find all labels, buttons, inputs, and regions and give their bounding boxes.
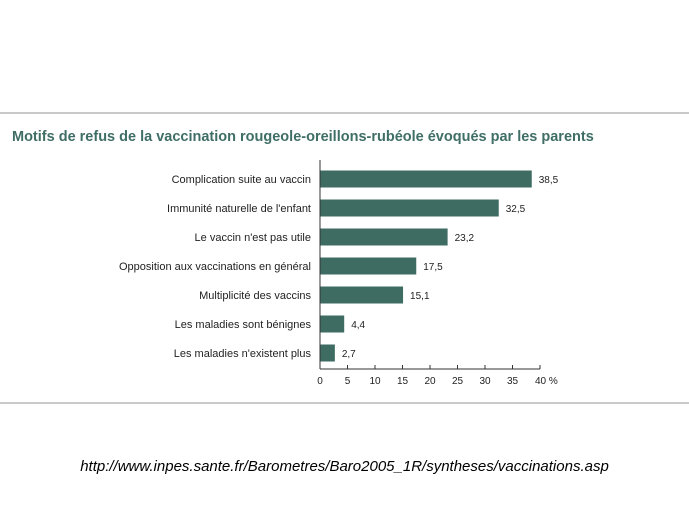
x-axis: 0 5 10 15 20 25 30 35 40 % <box>317 160 558 387</box>
category-label: Multiplicité des vaccins <box>199 290 311 302</box>
value-label: 2,7 <box>342 349 356 360</box>
x-tick-label: 15 <box>397 376 409 387</box>
figure-panel: Motifs de refus de la vaccination rougeo… <box>0 112 689 404</box>
x-tick-label: 20 <box>424 376 436 387</box>
value-label: 32,5 <box>506 204 526 215</box>
category-label: Opposition aux vaccinations en général <box>119 261 311 273</box>
x-tick-label: 35 <box>507 376 519 387</box>
x-tick-label: 40 % <box>535 376 558 387</box>
bar <box>320 344 335 362</box>
category-label: Complication suite au vaccin <box>172 174 311 186</box>
category-label: Le vaccin n'est pas utile <box>195 232 311 244</box>
x-tick-label: 30 <box>479 376 491 387</box>
bars-layer: Complication suite au vaccin 38,5 Immunité… <box>119 170 559 362</box>
value-label: 4,4 <box>351 320 365 331</box>
source-url: http://www.inpes.sante.fr/Barometres/Bar… <box>80 458 609 475</box>
category-label: Les maladies sont bénignes <box>175 319 312 331</box>
bar-chart: Motifs de refus de la vaccination rougeo… <box>12 129 594 387</box>
value-label: 38,5 <box>539 175 559 186</box>
bar <box>320 228 448 246</box>
bar <box>320 257 417 275</box>
bar <box>320 315 345 333</box>
value-label: 15,1 <box>410 291 430 302</box>
value-label: 23,2 <box>455 233 475 244</box>
bar <box>320 170 532 188</box>
x-tick-label: 25 <box>452 376 464 387</box>
bar <box>320 199 499 217</box>
x-tick-label: 10 <box>369 376 381 387</box>
x-tick-label: 0 <box>317 376 323 387</box>
category-label: Les maladies n'existent plus <box>174 348 312 360</box>
bar <box>320 286 404 304</box>
x-tick-label: 5 <box>345 376 351 387</box>
chart-title: Motifs de refus de la vaccination rougeo… <box>12 129 594 145</box>
value-label: 17,5 <box>423 262 443 273</box>
category-label: Immunité naturelle de l'enfant <box>167 203 311 215</box>
